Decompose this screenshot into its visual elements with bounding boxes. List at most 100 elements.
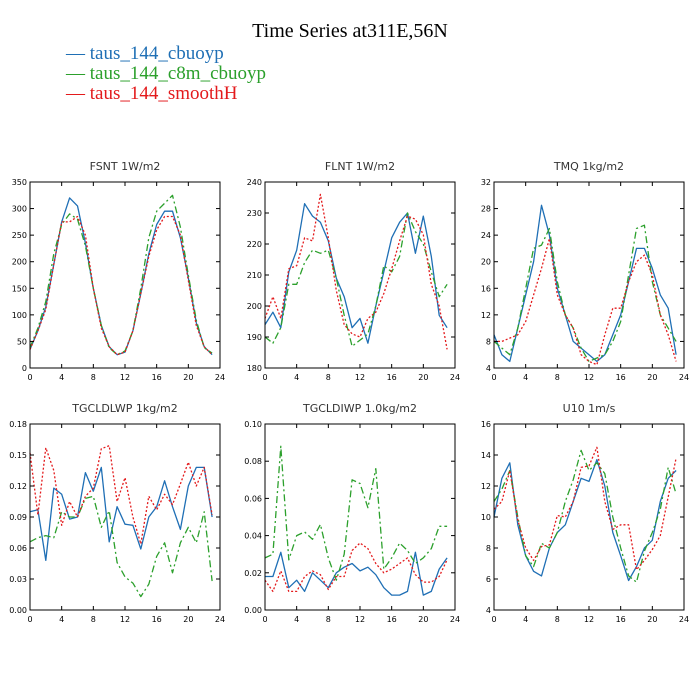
x-tick-label: 12 — [355, 373, 365, 382]
chart-title: TMQ 1kg/m2 — [553, 160, 624, 173]
legend-item-cbuoyp: — taus_144_cbuoyp — [66, 44, 266, 64]
x-tick-label: 20 — [647, 615, 657, 624]
x-tick-label: 16 — [387, 373, 397, 382]
series-line-1 — [29, 466, 213, 562]
y-tick-label: 0.10 — [244, 420, 262, 429]
plot-frame — [29, 423, 221, 611]
x-tick-label: 12 — [120, 615, 130, 624]
chart-title: FSNT 1W/m2 — [90, 160, 161, 173]
series-line-3 — [29, 215, 213, 356]
x-tick-label: 12 — [584, 615, 594, 624]
x-tick-label: 8 — [326, 373, 331, 382]
y-tick-label: 0.02 — [244, 569, 262, 578]
y-tick-label: 0.03 — [9, 575, 27, 584]
series-line-2 — [493, 449, 677, 583]
legend-label-smoothh: — taus_144_smoothH — [66, 83, 238, 104]
y-tick-label: 0.15 — [9, 451, 27, 460]
y-tick-label: 0.00 — [244, 606, 262, 615]
series-line-1 — [493, 458, 677, 582]
y-tick-label: 240 — [247, 178, 262, 187]
figure-title: Time Series at311E,56N — [252, 20, 448, 42]
series-line-1 — [493, 204, 677, 363]
x-tick-label: 12 — [120, 373, 130, 382]
plot-frame — [493, 423, 685, 611]
plot-frame — [493, 181, 685, 369]
x-tick-label: 4 — [523, 373, 528, 382]
y-tick-label: 0.09 — [9, 513, 27, 522]
y-tick-label: 200 — [247, 302, 262, 311]
legend: — taus_144_cbuoyp — taus_144_c8m_cbuoyp … — [66, 44, 266, 104]
x-tick-label: 16 — [152, 373, 162, 382]
y-tick-label: 300 — [12, 205, 27, 214]
chart-title: FLNT 1W/m2 — [325, 160, 395, 173]
x-tick-label: 8 — [91, 615, 96, 624]
y-tick-label: 0.06 — [9, 544, 27, 553]
x-tick-label: 0 — [262, 615, 267, 624]
x-tick-label: 12 — [584, 373, 594, 382]
x-tick-label: 24 — [215, 615, 225, 624]
x-tick-label: 0 — [491, 615, 496, 624]
chart-panel-1: FSNT 1W/m2 0 4 8 12 16 20 24 0 50 100 150 200 250 300 3… — [12, 160, 225, 382]
series-line-2 — [29, 194, 213, 356]
x-tick-label: 24 — [215, 373, 225, 382]
legend-label-c8m-cbuoyp: — taus_144_c8m_cbuoyp — [66, 63, 267, 84]
y-tick-label: 16 — [481, 420, 491, 429]
y-tick-label: 6 — [486, 575, 491, 584]
y-tick-label: 0.08 — [244, 457, 262, 466]
chart-title: TGCLDIWP 1.0kg/m2 — [302, 402, 417, 415]
x-tick-label: 16 — [152, 615, 162, 624]
y-tick-label: 20 — [481, 258, 491, 267]
plot-frame — [264, 423, 456, 611]
y-tick-label: 200 — [12, 258, 27, 267]
y-tick-label: 32 — [481, 178, 491, 187]
y-tick-label: 180 — [247, 364, 262, 373]
y-tick-label: 210 — [247, 271, 262, 280]
x-tick-label: 24 — [679, 373, 689, 382]
y-tick-label: 12 — [481, 311, 491, 320]
y-tick-label: 24 — [481, 231, 491, 240]
y-tick-label: 0.12 — [9, 482, 27, 491]
y-tick-label: 230 — [247, 209, 262, 218]
y-tick-label: 8 — [486, 544, 491, 553]
series-line-3 — [493, 446, 677, 571]
x-tick-label: 20 — [183, 615, 193, 624]
series-line-3 — [264, 542, 448, 593]
y-tick-label: 14 — [481, 451, 491, 460]
y-tick-label: 4 — [486, 364, 491, 373]
legend-label-cbuoyp: — taus_144_cbuoyp — [66, 43, 224, 64]
series-line-2 — [264, 212, 448, 347]
y-tick-label: 0.04 — [244, 532, 262, 541]
y-tick-label: 0 — [22, 364, 27, 373]
y-tick-label: 10 — [481, 513, 491, 522]
legend-item-smoothh: — taus_144_smoothH — [66, 84, 266, 104]
series-line-2 — [264, 445, 448, 581]
chart-title: TGCLDLWP 1kg/m2 — [71, 402, 177, 415]
x-tick-label: 4 — [59, 373, 64, 382]
series-line-1 — [264, 203, 448, 344]
series-line-3 — [264, 193, 448, 350]
x-tick-label: 12 — [355, 615, 365, 624]
y-tick-label: 250 — [12, 231, 27, 240]
x-tick-label: 24 — [450, 373, 460, 382]
x-tick-label: 8 — [555, 615, 560, 624]
series-line-3 — [494, 237, 677, 366]
x-tick-label: 0 — [27, 615, 32, 624]
x-tick-label: 16 — [616, 615, 626, 624]
legend-item-c8m-cbuoyp: — taus_144_c8m_cbuoyp — [66, 64, 266, 84]
x-tick-label: 16 — [387, 615, 397, 624]
y-tick-label: 350 — [12, 178, 27, 187]
y-tick-label: 100 — [12, 311, 27, 320]
chart-panel-2: FLNT 1W/m2 0 4 8 12 16 20 24 180 190 200 210 220 230 2… — [247, 160, 460, 382]
x-tick-label: 24 — [450, 615, 460, 624]
y-tick-label: 28 — [481, 205, 491, 214]
x-tick-label: 4 — [294, 615, 299, 624]
x-tick-label: 0 — [491, 373, 496, 382]
y-tick-label: 0.00 — [9, 606, 27, 615]
x-tick-label: 0 — [27, 373, 32, 382]
x-tick-label: 8 — [91, 373, 96, 382]
x-tick-label: 4 — [59, 615, 64, 624]
y-tick-label: 16 — [481, 284, 491, 293]
